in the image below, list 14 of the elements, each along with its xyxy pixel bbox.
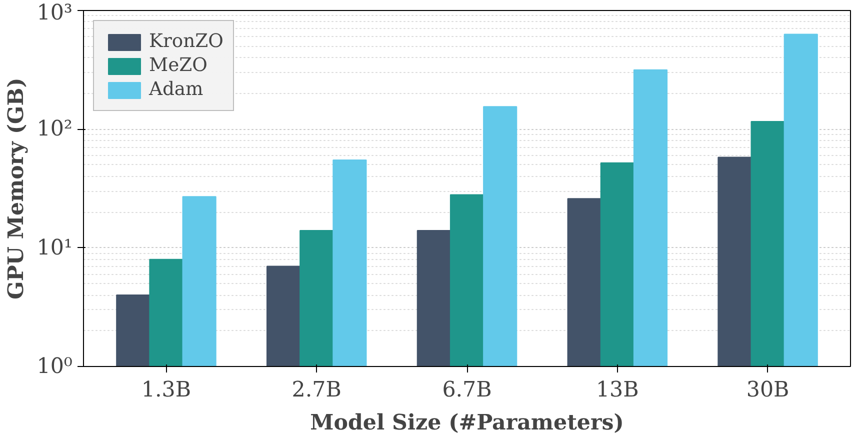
x-tick-label: 30B (746, 378, 790, 402)
x-tick-label: 13B (596, 378, 639, 402)
legend-label: Adam (149, 79, 204, 100)
y-tick-label: 10³ (36, 0, 73, 26)
x-axis-title: Model Size (#Parameters) (310, 410, 624, 436)
legend-label: KronZO (149, 31, 224, 52)
y-axis-title: GPU Memory (GB) (4, 78, 29, 300)
x-tick-label: 2.7B (292, 378, 342, 402)
y-tick-label: 10² (36, 116, 73, 142)
x-tick-label: 6.7B (442, 378, 492, 402)
y-tick-label: 10¹ (36, 235, 73, 260)
x-tick-label: 1.3B (141, 378, 192, 402)
legend-label: MeZO (149, 55, 208, 76)
y-tick-label: 10⁰ (36, 354, 73, 379)
